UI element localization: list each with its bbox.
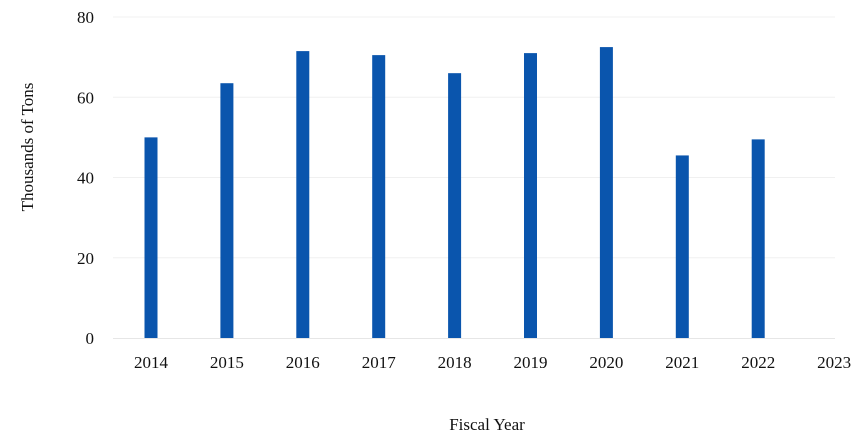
- x-tick-label: 2014: [134, 353, 169, 372]
- x-tick-label: 2021: [665, 353, 699, 372]
- x-tick-label: 2023: [817, 353, 851, 372]
- bar-2016: [296, 51, 310, 338]
- x-tick-label: 2017: [362, 353, 397, 372]
- bar-2020: [599, 47, 613, 338]
- x-tick-labels: 2014 2015 2016 2017 2018 2019 2020 2021 2022 2023: [134, 353, 851, 372]
- bar-2021: [675, 155, 689, 338]
- bar-2014: [144, 137, 158, 338]
- y-tick-label: 20: [77, 249, 94, 268]
- x-tick-label: 2022: [741, 353, 775, 372]
- x-tick-label: 2019: [514, 353, 548, 372]
- x-tick-label: 2015: [210, 353, 244, 372]
- bar-2017: [372, 55, 386, 339]
- x-axis-title: Fiscal Year: [449, 415, 525, 434]
- x-tick-label: 2018: [438, 353, 472, 372]
- y-axis-title: Thousands of Tons: [18, 83, 37, 212]
- y-tick-label: 80: [77, 8, 94, 27]
- bar-2019: [524, 53, 537, 339]
- y-tick-label: 60: [77, 88, 94, 107]
- y-tick-labels: 0 20 40 60 80: [77, 8, 94, 348]
- x-tick-label: 2016: [286, 353, 320, 372]
- bar-2015: [220, 83, 234, 338]
- bar-2022: [751, 139, 765, 338]
- y-tick-label: 0: [86, 329, 95, 348]
- bar-2018: [448, 73, 462, 339]
- x-tick-label: 2020: [589, 353, 623, 372]
- bars: [144, 47, 765, 339]
- y-tick-label: 40: [77, 169, 94, 188]
